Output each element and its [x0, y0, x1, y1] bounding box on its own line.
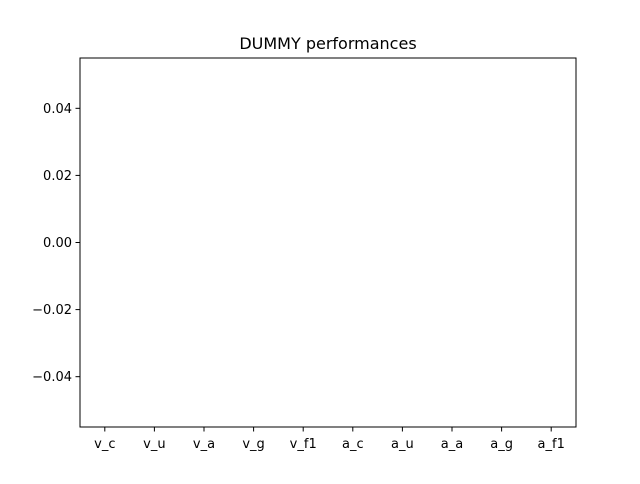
x-tick-label: v_u [143, 437, 165, 452]
x-tick-label: a_g [490, 437, 513, 452]
x-tick-label: a_c [342, 437, 364, 452]
plot-area-frame [79, 57, 577, 428]
x-axis: v_c v_u v_a v_g v_f1 a_c a_u a_a a_g a_f1 [94, 427, 565, 452]
y-tick-label: 0.02 [43, 169, 72, 184]
x-tick-label: a_u [391, 437, 414, 452]
x-tick-label: v_a [193, 437, 215, 452]
chart-title: DUMMY performances [239, 34, 416, 53]
x-tick-label: a_a [441, 437, 463, 452]
y-tick-label: 0.04 [43, 102, 72, 117]
x-tick-label: v_c [94, 437, 115, 452]
y-tick-label: 0.00 [43, 236, 72, 251]
x-tick-label: a_f1 [538, 437, 565, 452]
y-tick-label: −0.02 [32, 303, 72, 318]
y-tick-label: −0.04 [32, 370, 72, 385]
y-axis: −0.04 −0.02 0.00 0.02 0.04 [32, 102, 80, 385]
x-tick-label: v_f1 [290, 437, 317, 452]
x-tick-label: v_g [242, 437, 264, 452]
